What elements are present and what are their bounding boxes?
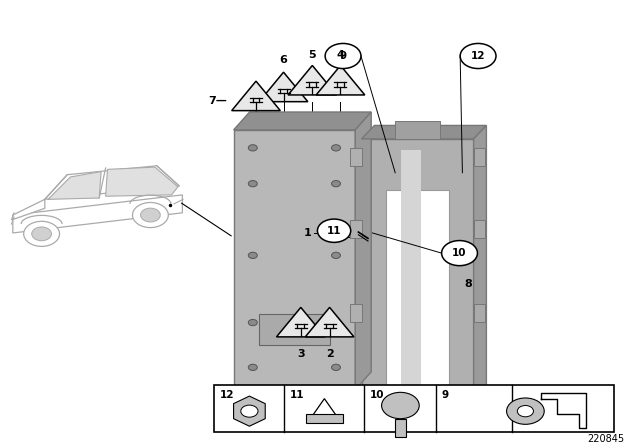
Circle shape xyxy=(24,221,60,246)
Polygon shape xyxy=(362,125,486,139)
Circle shape xyxy=(241,405,258,417)
Circle shape xyxy=(507,398,544,424)
Polygon shape xyxy=(45,166,179,199)
Circle shape xyxy=(332,181,340,187)
Polygon shape xyxy=(350,305,362,323)
Text: 4: 4 xyxy=(337,51,344,60)
Polygon shape xyxy=(350,385,362,403)
Text: 7—: 7— xyxy=(209,96,227,106)
Polygon shape xyxy=(234,112,371,130)
Polygon shape xyxy=(259,72,308,102)
Text: 220845: 220845 xyxy=(587,435,624,444)
Circle shape xyxy=(325,43,361,69)
Text: 11: 11 xyxy=(327,226,341,236)
Circle shape xyxy=(132,202,168,228)
FancyBboxPatch shape xyxy=(259,314,330,345)
Text: 9: 9 xyxy=(442,390,449,400)
Circle shape xyxy=(248,181,257,187)
Text: 12: 12 xyxy=(220,390,234,400)
Circle shape xyxy=(248,364,257,370)
FancyBboxPatch shape xyxy=(214,385,614,432)
Circle shape xyxy=(381,392,419,419)
Polygon shape xyxy=(474,220,485,237)
Polygon shape xyxy=(474,385,485,403)
Circle shape xyxy=(248,252,257,258)
Polygon shape xyxy=(474,125,486,421)
Polygon shape xyxy=(386,190,449,387)
FancyBboxPatch shape xyxy=(306,414,343,422)
Circle shape xyxy=(141,208,160,222)
Polygon shape xyxy=(474,148,485,166)
Polygon shape xyxy=(474,305,485,323)
Text: 8: 8 xyxy=(465,280,472,289)
Polygon shape xyxy=(232,81,280,111)
FancyBboxPatch shape xyxy=(396,419,406,436)
Text: 5: 5 xyxy=(308,51,316,60)
Polygon shape xyxy=(316,65,365,95)
Polygon shape xyxy=(350,220,362,237)
Polygon shape xyxy=(288,65,337,95)
Polygon shape xyxy=(350,148,362,166)
Polygon shape xyxy=(395,121,440,139)
Polygon shape xyxy=(355,112,371,390)
Circle shape xyxy=(460,43,496,69)
Polygon shape xyxy=(48,172,101,199)
Circle shape xyxy=(317,219,351,242)
Text: 12: 12 xyxy=(471,51,485,61)
Polygon shape xyxy=(276,307,325,337)
Text: 10: 10 xyxy=(369,390,384,400)
Polygon shape xyxy=(234,396,265,426)
Circle shape xyxy=(442,241,477,266)
Circle shape xyxy=(332,364,340,370)
Circle shape xyxy=(332,319,340,326)
Polygon shape xyxy=(401,150,421,410)
Text: 1: 1 xyxy=(304,228,312,238)
Text: 10: 10 xyxy=(452,248,467,258)
Text: 11: 11 xyxy=(289,390,304,400)
Circle shape xyxy=(248,145,257,151)
Polygon shape xyxy=(362,139,474,421)
Text: 6: 6 xyxy=(280,55,287,65)
Polygon shape xyxy=(106,167,178,196)
Circle shape xyxy=(517,405,534,417)
Text: 3: 3 xyxy=(297,349,305,358)
Polygon shape xyxy=(305,307,354,337)
Circle shape xyxy=(248,319,257,326)
Polygon shape xyxy=(234,390,355,401)
Text: 2: 2 xyxy=(326,349,333,358)
Circle shape xyxy=(332,145,340,151)
Circle shape xyxy=(332,252,340,258)
Text: 9: 9 xyxy=(339,51,347,61)
Polygon shape xyxy=(13,195,182,233)
Circle shape xyxy=(32,227,51,241)
Polygon shape xyxy=(13,199,45,220)
Polygon shape xyxy=(234,130,355,390)
